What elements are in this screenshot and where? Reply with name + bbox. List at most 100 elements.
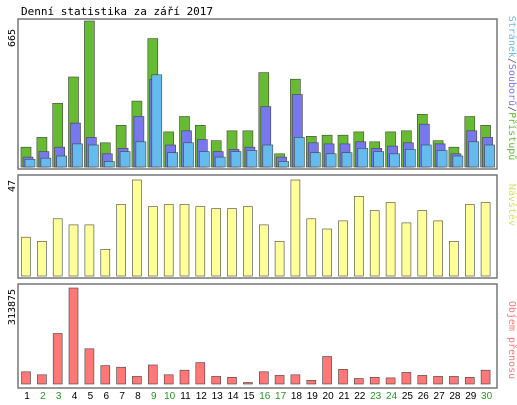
bar-bandwidth-6	[100, 365, 111, 385]
bar-visits-5	[84, 224, 95, 277]
bars-hits	[20, 20, 495, 168]
bar-str-nek-8	[135, 141, 147, 168]
bar-visits-7	[116, 204, 126, 277]
day-label-14: 14	[227, 391, 239, 402]
day-label-4: 4	[72, 391, 78, 402]
legend-files: Souborů	[506, 64, 517, 106]
bar-bandwidth-27	[433, 376, 443, 385]
bar-visits-24	[385, 202, 396, 277]
day-label-18: 18	[291, 391, 303, 402]
bar-bandwidth-16	[258, 371, 269, 385]
bar-str-nek-20	[325, 153, 337, 168]
bar-str-nek-26	[420, 144, 432, 168]
bar-str-nek-13	[214, 156, 226, 168]
bar-bandwidth-18	[290, 374, 301, 385]
day-label-23: 23	[370, 391, 382, 402]
bar-str-nek-29	[468, 141, 480, 168]
day-label-28: 28	[449, 391, 461, 402]
day-label-25: 25	[402, 391, 414, 402]
bar-visits-13	[211, 208, 221, 277]
bar-bandwidth-13	[211, 376, 221, 385]
day-label-20: 20	[323, 391, 335, 402]
bar-str-nek-1	[24, 159, 36, 168]
bar-visits-22	[353, 196, 364, 277]
bar-bandwidth-25	[401, 372, 412, 385]
bar-visits-15	[243, 206, 253, 277]
bar-visits-4	[68, 224, 79, 277]
panel-frame-bandwidth	[17, 283, 498, 389]
day-label-13: 13	[212, 391, 224, 402]
bar-bandwidth-10	[163, 374, 174, 385]
bar-visits-16	[258, 224, 269, 277]
bar-bandwidth-11	[179, 369, 190, 385]
day-label-19: 19	[307, 391, 319, 402]
bar-str-nek-3	[56, 155, 68, 168]
bar-visits-30	[480, 202, 491, 277]
bar-str-nek-12	[199, 151, 210, 168]
bar-bandwidth-1	[21, 371, 31, 385]
bar-visits-25	[401, 222, 412, 277]
bar-str-nek-14	[230, 151, 242, 168]
bar-bandwidth-12	[195, 362, 206, 385]
bar-bandwidth-15	[243, 382, 253, 385]
day-label-3: 3	[56, 391, 62, 402]
bar-visits-12	[195, 206, 206, 277]
bar-str-nek-27	[436, 150, 448, 168]
day-label-27: 27	[434, 391, 446, 402]
bar-bandwidth-2	[37, 374, 47, 385]
chart-title: Denní statistika za září 2017	[21, 5, 213, 18]
day-label-6: 6	[104, 391, 110, 402]
bar-bandwidth-14	[227, 376, 237, 385]
bar-str-nek-25	[405, 149, 416, 168]
day-label-9: 9	[151, 391, 157, 402]
bar-bandwidth-22	[353, 378, 364, 385]
ymax-label-visits: 47	[7, 180, 18, 192]
legend-hits: Stránek/Souborů/Přístupů	[506, 16, 517, 161]
day-label-15: 15	[243, 391, 255, 402]
bar-str-nek-10	[167, 152, 178, 168]
bar-bandwidth-20	[322, 356, 332, 385]
bar-str-nek-5	[88, 144, 99, 168]
day-labels: 1 2 3 4 5 6 7 8 9 10 11 12 13 14 15 16 17 18 19 20 21 22 23 24 2…	[24, 391, 492, 402]
bar-str-nek-21	[341, 152, 353, 168]
bar-bandwidth-3	[52, 333, 63, 385]
ymax-label-bandwidth: 313875	[7, 289, 18, 325]
bar-visits-11	[179, 204, 190, 277]
legend-bandwidth: Objem přenosu	[506, 301, 517, 379]
bar-str-nek-18	[294, 137, 305, 168]
bar-visits-1	[21, 236, 31, 277]
ymax-label-hits: 665	[7, 29, 18, 47]
legend-pages: Stránek	[506, 16, 517, 58]
bars-bandwidth	[21, 287, 491, 385]
bar-str-nek-16	[262, 144, 274, 168]
day-label-22: 22	[354, 391, 366, 402]
bar-str-nek-4	[72, 143, 83, 168]
bar-str-nek-11	[183, 142, 194, 168]
panel-frame-hits	[17, 18, 498, 170]
day-label-17: 17	[275, 391, 287, 402]
bar-bandwidth-29	[464, 376, 475, 385]
day-label-10: 10	[164, 391, 176, 402]
bar-visits-20	[322, 228, 332, 277]
bar-visits-29	[464, 204, 475, 277]
legend-accesses: Přístupů	[506, 112, 517, 160]
bar-str-nek-23	[373, 151, 385, 168]
bar-str-nek-17	[278, 161, 289, 168]
bar-str-nek-6	[104, 161, 115, 168]
bar-visits-9	[148, 206, 158, 277]
bar-visits-18	[290, 179, 301, 277]
bar-visits-6	[100, 249, 111, 277]
day-label-2: 2	[40, 391, 46, 402]
bar-visits-26	[417, 210, 428, 277]
bar-visits-17	[274, 241, 285, 277]
bar-bandwidth-9	[148, 364, 158, 385]
bar-str-nek-15	[246, 150, 258, 168]
bar-bandwidth-26	[417, 375, 428, 385]
bar-visits-28	[449, 241, 459, 277]
bar-visits-19	[306, 218, 317, 277]
bar-str-nek-24	[389, 153, 400, 168]
day-label-21: 21	[338, 391, 350, 402]
bar-bandwidth-19	[306, 379, 317, 385]
bar-visits-3	[52, 218, 63, 277]
